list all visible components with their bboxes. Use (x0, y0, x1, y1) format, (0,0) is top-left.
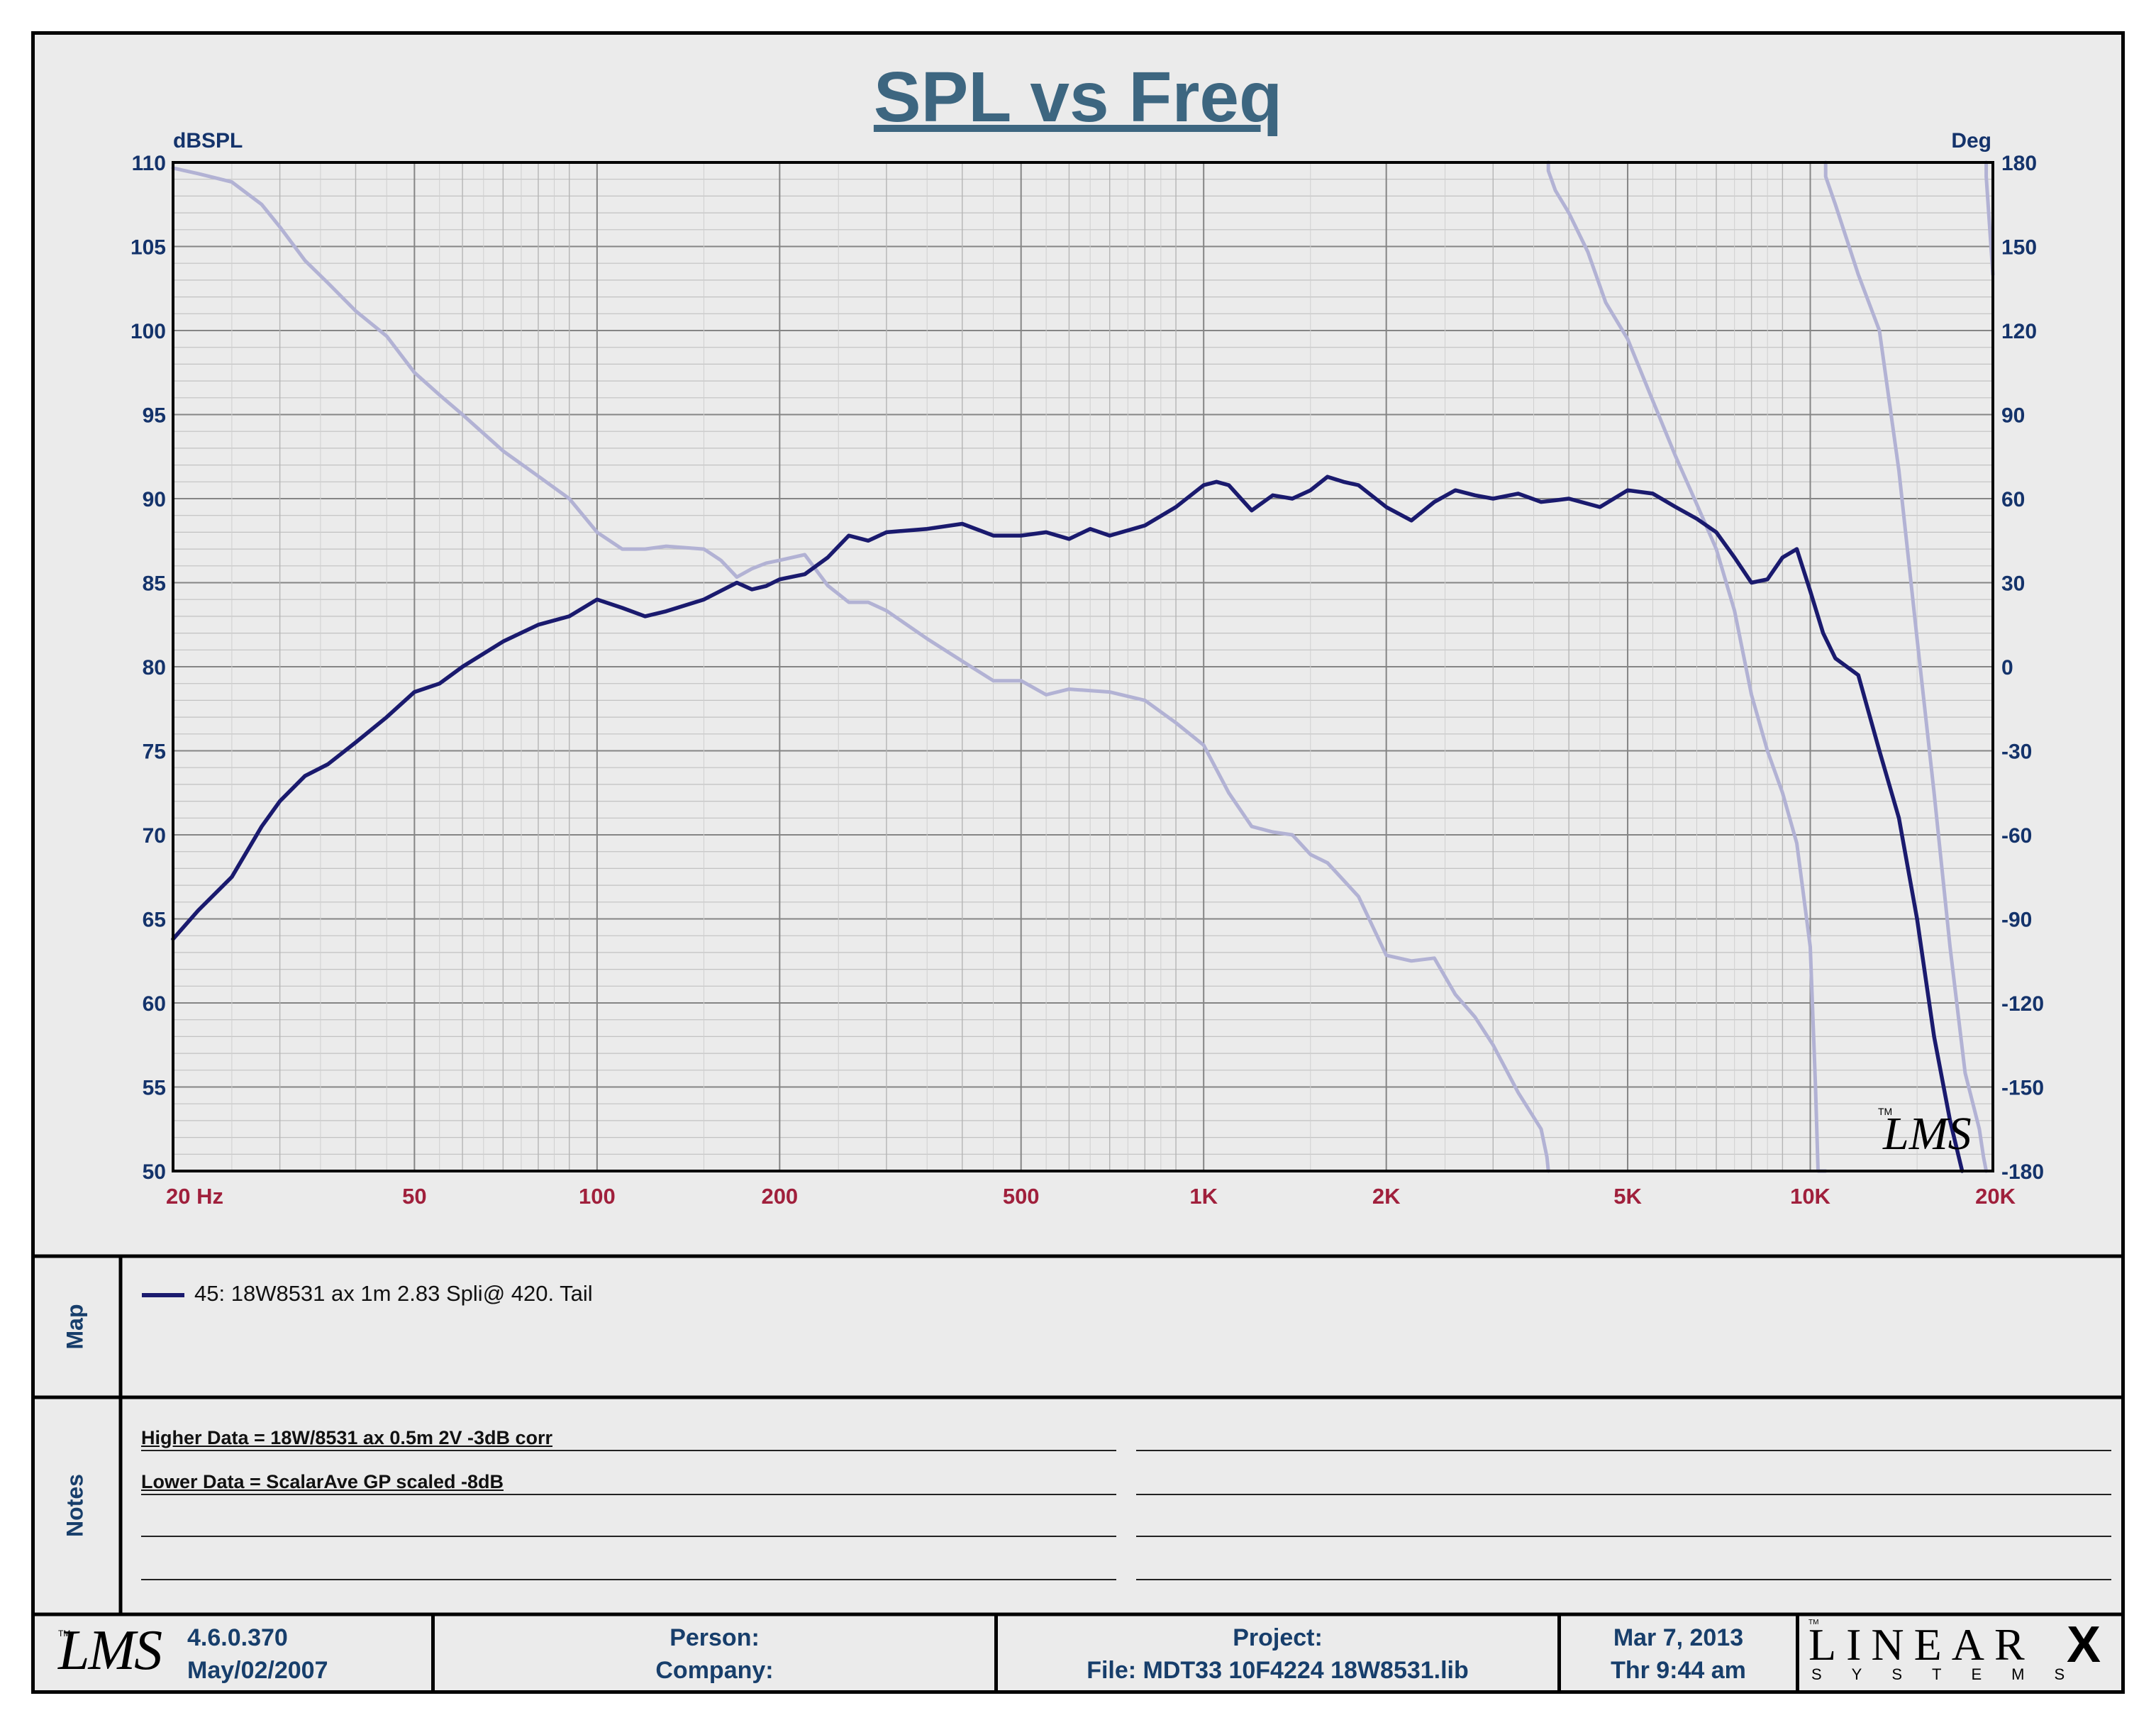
notes-rule-right-2 (1136, 1494, 2111, 1495)
y-right-tick-label: 180 (2001, 152, 2037, 175)
chart-title: SPL vs Freq (873, 57, 1283, 137)
x-tick-label: 20K (1975, 1184, 2016, 1209)
version-cell: 4.6.0.370 May/02/2007 (187, 1614, 400, 1694)
notes-line-2: Lower Data = ScalarAve GP scaled -8dB (141, 1471, 504, 1492)
y-left-tick-label: 55 (143, 1077, 166, 1100)
notes-rule-left-4 (141, 1579, 1116, 1580)
y-left-tick-label: 105 (130, 236, 166, 260)
y-right-tick-label: -120 (2001, 992, 2044, 1016)
notes-rule-right-3 (1136, 1536, 2111, 1537)
map-label: Map (62, 1304, 88, 1350)
y-left-tick-label: 60 (143, 992, 166, 1016)
y-left-tick-label: 90 (143, 488, 166, 511)
legend-entry: 45: 18W8531 ax 1m 2.83 Spli@ 420. Tail (194, 1281, 593, 1306)
y-right-tick-label: 150 (2001, 236, 2037, 260)
spl-series-line (171, 475, 1965, 1173)
series-layer (171, 160, 1995, 1173)
footer-divider-1 (431, 1614, 435, 1694)
y-right-unit: Deg (1951, 129, 1991, 152)
axis-layer: 110 105 100 95 90 85 80 75 70 65 60 55 50 180 150 120 90… (130, 152, 2044, 1209)
y-left-tick-label: 75 (143, 741, 166, 764)
y-left-tick-label: 50 (143, 1160, 166, 1184)
notes-rule-right-4 (1136, 1579, 2111, 1580)
y-right-tick-label: 120 (2001, 320, 2037, 343)
y-left-tick-label: 110 (132, 152, 166, 175)
y-right-tick-label: -150 (2001, 1077, 2044, 1100)
company-label: Company: (655, 1657, 774, 1684)
x-tick-label: 50 (402, 1184, 426, 1209)
y-left-tick-label: 80 (143, 656, 166, 680)
footer-divider-2 (994, 1614, 998, 1694)
person-label: Person: (669, 1624, 760, 1651)
date-value: Mar 7, 2013 (1613, 1624, 1744, 1651)
person-cell: Person: Company: (435, 1614, 994, 1694)
notes-rule-right-1 (1136, 1450, 2111, 1451)
project-cell: Project: File: MDT33 10F4224 18W8531.lib (998, 1614, 1557, 1694)
x-tick-label: 20 Hz (166, 1184, 223, 1209)
linearx-wordmark: LINEAR (1808, 1619, 2035, 1670)
project-label: Project: (1233, 1624, 1323, 1651)
y-right-tick-label: 0 (2001, 656, 2013, 680)
x-tick-label: 500 (1003, 1184, 1040, 1209)
version-date: May/02/2007 (187, 1657, 328, 1684)
x-tick-label: 200 (761, 1184, 798, 1209)
footer-divider-3 (1557, 1614, 1561, 1694)
x-tick-label: 10K (1790, 1184, 1830, 1209)
y-right-tick-label: -30 (2001, 741, 2032, 764)
linearx-tm: TM (1808, 1619, 1819, 1626)
y-right-tick-label: -60 (2001, 824, 2032, 848)
y-right-tick-label: 90 (2001, 404, 2025, 428)
file-label: File: MDT33 10F4224 18W8531.lib (1087, 1657, 1469, 1684)
version-number: 4.6.0.370 (187, 1624, 288, 1651)
notes-rule-left-2 (141, 1494, 1116, 1495)
plot-border (172, 161, 1994, 1172)
y-right-tick-label: 30 (2001, 572, 2025, 596)
y-right-tick-label: -90 (2001, 909, 2032, 932)
lms-watermark: LMS (1882, 1108, 1972, 1160)
lms-logo: LMS (58, 1619, 162, 1682)
y-left-tick-label: 70 (143, 824, 166, 848)
notes-rule-left-3 (141, 1536, 1116, 1537)
y-left-tick-label: 65 (143, 909, 166, 932)
x-tick-label: 2K (1372, 1184, 1401, 1209)
y-left-tick-label: 95 (143, 404, 166, 428)
linearx-tagline: SYSTEMS (1811, 1665, 2095, 1683)
time-value: Thr 9:44 am (1611, 1657, 1746, 1684)
y-right-tick-label: -180 (2001, 1160, 2044, 1184)
x-tick-label: 100 (579, 1184, 616, 1209)
y-left-unit: dBSPL (173, 129, 243, 152)
lms-watermark-tm: TM (1878, 1106, 1892, 1117)
x-tick-label: 5K (1613, 1184, 1642, 1209)
linearx-x-mark: X (2067, 1616, 2101, 1673)
y-right-tick-label: 60 (2001, 488, 2025, 511)
linearx-logo: LINEAR X SYSTEMS TM (1808, 1616, 2113, 1690)
x-tick-label: 1K (1189, 1184, 1218, 1209)
lms-logo-tm: TM (58, 1629, 71, 1638)
notes-rule-left-1 (141, 1450, 1116, 1451)
grid-layer (172, 162, 1994, 1172)
y-left-tick-label: 85 (143, 572, 166, 596)
footer-divider-4 (1796, 1614, 1799, 1694)
notes-line-1: Higher Data = 18W/8531 ax 0.5m 2V -3dB c… (141, 1427, 553, 1448)
y-left-tick-label: 100 (130, 320, 166, 343)
notes-label: Notes (62, 1474, 88, 1537)
date-cell: Mar 7, 2013 Thr 9:44 am (1561, 1614, 1796, 1694)
